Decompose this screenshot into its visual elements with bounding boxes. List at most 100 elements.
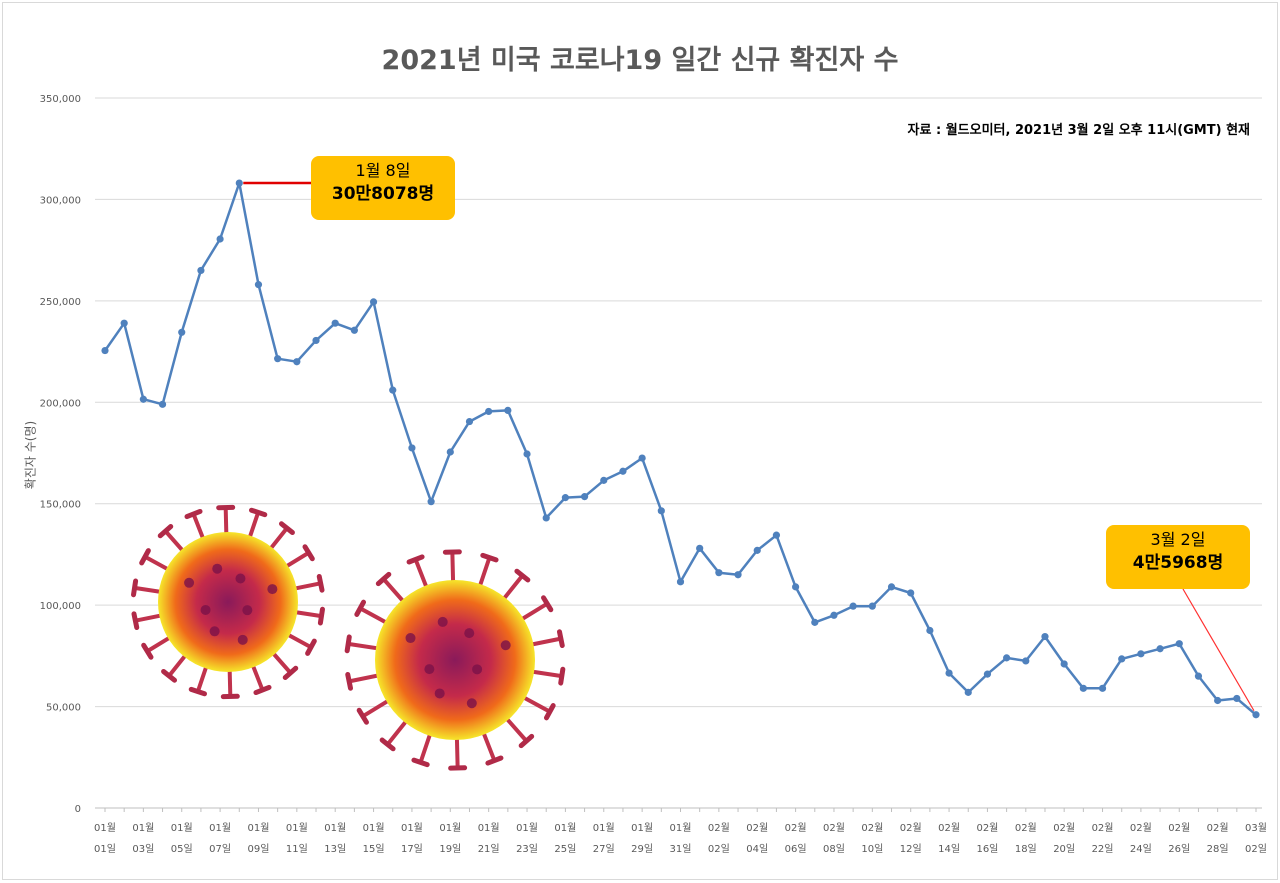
data-point	[907, 589, 915, 597]
data-point	[715, 569, 723, 577]
data-point	[408, 444, 416, 452]
data-point	[274, 355, 282, 363]
x-tick-label-month: 02월	[785, 822, 807, 834]
x-tick-label-month: 02월	[1207, 822, 1229, 834]
data-point	[1233, 694, 1241, 703]
y-tick-label: 150,000	[40, 500, 81, 511]
x-tick-label-day: 26일	[1168, 843, 1190, 855]
data-point	[600, 476, 608, 484]
data-point	[580, 493, 589, 501]
gridlines	[95, 97, 1262, 809]
x-tick-label-day: 03일	[132, 843, 154, 855]
x-tick-label-day: 07일	[209, 843, 231, 855]
data-point	[638, 454, 646, 462]
x-tick-label-day: 29일	[631, 843, 653, 855]
data-point	[235, 179, 243, 187]
x-tick-label-day: 01일	[94, 843, 116, 855]
y-axis-label: 확진자 수(명)	[23, 420, 38, 490]
peak-callout-value: 30만8078명	[331, 184, 435, 204]
data-point	[1214, 696, 1222, 705]
coronavirus-illustration-1	[131, 504, 325, 700]
last-callout-value: 4만5968명	[1132, 553, 1224, 573]
data-point	[254, 281, 263, 289]
x-tick-label-day: 08일	[823, 843, 845, 855]
data-point	[293, 358, 301, 366]
x-tick-label-month: 02월	[1015, 822, 1037, 834]
data-point	[197, 266, 205, 275]
x-tick-label-day: 14일	[938, 843, 960, 855]
x-tick-label-month: 01월	[554, 822, 576, 834]
data-point	[120, 319, 128, 327]
y-tick-label: 100,000	[40, 601, 81, 612]
x-tick-label-month: 01월	[670, 822, 692, 834]
x-tick-label-day: 17일	[401, 843, 423, 855]
x-tick-label-day: 15일	[363, 843, 385, 855]
x-tick-label-day: 22일	[1092, 843, 1114, 855]
x-tick-label-month: 01월	[439, 822, 461, 834]
x-tick-label-month: 02월	[1092, 822, 1114, 834]
data-point	[830, 611, 838, 619]
data-point	[676, 578, 685, 586]
x-tick-label-month: 02월	[976, 822, 998, 834]
data-point	[1079, 684, 1087, 692]
x-tick-label-month: 01월	[324, 822, 346, 834]
x-tick-label-day: 16일	[976, 843, 998, 855]
x-tick-label-day: 24일	[1130, 843, 1152, 855]
data-point	[1137, 650, 1145, 658]
x-tick-label-month: 01월	[401, 822, 423, 834]
data-point	[178, 328, 186, 336]
data-point	[523, 450, 531, 458]
x-tick-label-month: 02월	[1168, 822, 1190, 834]
x-tick-label-month: 01월	[631, 822, 653, 834]
data-point	[619, 467, 627, 475]
data-point	[369, 298, 378, 306]
x-tick-label-day: 09일	[247, 843, 269, 855]
x-tick-label-month: 01월	[478, 822, 500, 834]
x-tick-label-day: 25일	[554, 843, 576, 855]
x-tick-label-day: 27일	[593, 843, 615, 855]
data-point	[485, 407, 493, 416]
data-point	[1118, 655, 1126, 663]
data-point	[926, 626, 934, 635]
data-point	[446, 448, 454, 456]
last-leader-line	[1182, 588, 1255, 712]
data-point	[772, 531, 781, 539]
x-tick-label-month: 02월	[900, 822, 922, 834]
x-tick-label-month: 01월	[94, 822, 116, 834]
y-tick-label: 200,000	[40, 398, 81, 409]
x-tick-label-day: 11일	[286, 843, 308, 855]
x-tick-label-month: 02월	[1130, 822, 1152, 834]
data-point	[792, 583, 800, 591]
data-point	[465, 417, 474, 426]
data-point	[983, 670, 992, 678]
data-point	[734, 571, 742, 579]
x-tick-label-month: 01월	[209, 822, 231, 834]
data-point	[1041, 632, 1049, 641]
x-tick-label-day: 02일	[1245, 843, 1267, 855]
x-tick-label-month: 01월	[593, 822, 615, 834]
x-tick-label-day: 31일	[670, 843, 692, 855]
data-point	[139, 395, 147, 403]
data-point	[350, 326, 358, 334]
x-tick-label-month: 03월	[1245, 822, 1267, 834]
x-tick-label-day: 23일	[516, 843, 538, 855]
data-point	[389, 386, 397, 394]
x-tick-label-month: 01월	[247, 822, 269, 834]
callout-leaders	[243, 181, 1255, 712]
x-tick-label-month: 02월	[708, 822, 730, 834]
x-tick-label-day: 12일	[900, 843, 922, 855]
data-point	[216, 235, 224, 243]
data-point	[312, 336, 320, 345]
x-tick-label-month: 01월	[286, 822, 308, 834]
data-point	[887, 583, 896, 591]
data-point	[542, 514, 550, 522]
source-note: 자료 : 월드오미터, 2021년 3월 2일 오후 11시(GMT) 현재	[907, 123, 1250, 138]
x-tick-label-month: 02월	[861, 822, 883, 834]
x-tick-label-day: 06일	[785, 843, 807, 855]
x-tick-label-month: 01월	[363, 822, 385, 834]
x-tick-label-day: 21일	[478, 843, 500, 855]
data-point	[849, 602, 857, 610]
x-tick-label-day: 05일	[171, 843, 193, 855]
data-point	[811, 618, 819, 626]
